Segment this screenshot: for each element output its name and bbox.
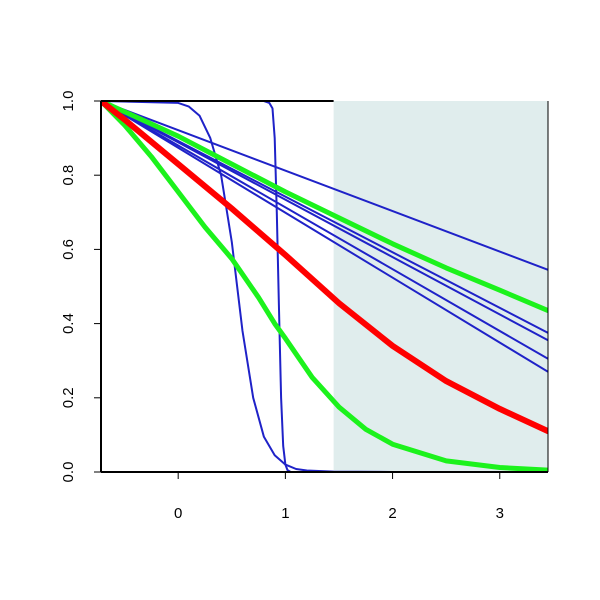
shaded-region: [333, 101, 548, 472]
series-line-2: [101, 101, 548, 334]
series-line-10: [101, 101, 548, 435]
y-tick-label: 0.2: [60, 387, 77, 408]
y-tick-label: 0.0: [60, 462, 77, 483]
axes-layer: [100, 100, 549, 473]
series-line-8: [101, 101, 548, 314]
x-tick-label: 0: [174, 505, 182, 522]
y-tick-label: 0.6: [60, 239, 77, 260]
y-tick-label: 0.4: [60, 313, 77, 334]
x-tick-label: 3: [496, 505, 504, 522]
ticks-layer: 0 1 2 3 0.0 0.2 0.4 0.6 0.8 1.0: [60, 91, 504, 522]
y-tick-label: 0.8: [60, 165, 77, 186]
series-line-6: [101, 101, 548, 472]
series-layer: [101, 101, 548, 472]
series-line-4: [101, 101, 548, 360]
series-line-5: [101, 101, 548, 373]
shaded-region-layer: [333, 101, 548, 472]
y-tick-label: 1.0: [60, 91, 77, 112]
x-tick-label: 2: [388, 505, 396, 522]
series-line-3: [101, 101, 548, 342]
x-tick-label: 1: [281, 505, 289, 522]
series-line-9: [101, 101, 548, 472]
series-line-1: [101, 101, 548, 271]
